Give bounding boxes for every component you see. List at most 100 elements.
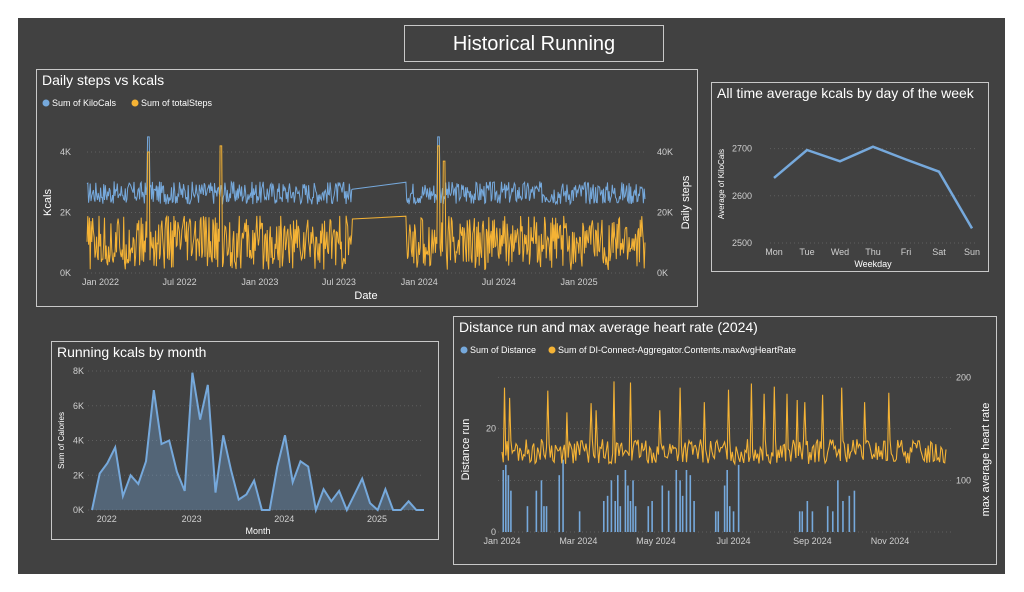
steps-kcals-plot: Sum of KiloCals Sum of totalSteps 0K 2K 4K 0K…	[42, 98, 692, 302]
x-tick-label: Mar 2024	[559, 536, 597, 546]
distance-bar	[545, 506, 548, 532]
distance-bar	[562, 459, 564, 532]
y-axis-title: Distance run	[460, 419, 472, 481]
distance-bar	[717, 511, 720, 532]
distance-bar	[510, 490, 512, 532]
y-axis-title: Sum of Calories	[57, 412, 66, 469]
x-axis-title: Weekday	[854, 259, 892, 269]
chart-kcals-by-month[interactable]: Running kcals by month 0K 2K 4K 6K 8K 2022 202…	[51, 341, 439, 540]
x-tick-label: Jan 2025	[561, 277, 598, 287]
series-area-calories	[92, 372, 424, 510]
distance-bar	[714, 511, 717, 532]
chart-title: Running kcals by month	[57, 344, 207, 360]
distance-bar	[614, 501, 617, 532]
y2-axis-title: max average heart rate	[980, 403, 992, 517]
distance-bar	[505, 464, 507, 532]
legend-label: Sum of DI-Connect-Aggregator.Contents.ma…	[558, 345, 796, 355]
distance-bar	[502, 470, 505, 532]
y-tick-label: 4K	[73, 436, 84, 446]
y2-tick-label: 40K	[657, 147, 673, 157]
distance-bar	[661, 485, 664, 532]
chart-title: Distance run and max average heart rate …	[459, 319, 758, 335]
x-tick-label: Jul 2024	[717, 536, 751, 546]
x-tick-label: Fri	[901, 247, 912, 257]
y-tick-label: 2600	[732, 191, 752, 201]
y2-tick-label: 0K	[657, 268, 668, 278]
legend-label: Sum of KiloCals	[52, 98, 117, 108]
distance-bar	[647, 506, 650, 532]
chart-distance-heart-rate[interactable]: Distance run and max average heart rate …	[453, 316, 997, 565]
y-tick-label: 8K	[73, 366, 84, 376]
x-tick-label: Jan 2022	[82, 277, 119, 287]
legend-label: Sum of Distance	[470, 345, 536, 355]
weekday-kcals-plot: 2500 2600 2700 Mon Tue Wed Thu Fri Sat Sun Weekday…	[717, 144, 980, 269]
y2-tick-label: 200	[956, 372, 971, 382]
x-tick-label: May 2024	[636, 536, 676, 546]
legend-label: Sum of totalSteps	[141, 98, 213, 108]
x-tick-label: 2024	[274, 514, 294, 524]
distance-hr-plot: Sum of Distance Sum of DI-Connect-Aggrega…	[460, 345, 992, 546]
x-tick-label: Mon	[765, 247, 783, 257]
chart-weekday-kcals[interactable]: All time average kcals by day of the wee…	[711, 82, 989, 272]
distance-bar	[848, 495, 851, 532]
distance-bar	[689, 475, 692, 532]
y2-tick-label: 100	[956, 475, 971, 485]
distance-bar	[627, 485, 629, 532]
distance-bar	[837, 480, 839, 532]
x-tick-label: Jan 2024	[483, 536, 520, 546]
series-line-average-kilocals	[773, 145, 974, 230]
legend-marker	[42, 99, 50, 107]
distance-bar	[667, 490, 670, 532]
distance-bar	[798, 511, 801, 532]
distance-bar	[610, 480, 613, 532]
x-tick-label: Sat	[932, 247, 946, 257]
distance-bar	[634, 506, 637, 532]
y-axis-title: Average of KiloCals	[717, 149, 726, 219]
distance-bar	[732, 511, 735, 532]
distance-bar	[842, 501, 844, 532]
kcals-month-plot: 0K 2K 4K 6K 8K 2022 2023 2024 2025 Month Sum of Ca…	[57, 366, 424, 536]
x-tick-label: 2023	[182, 514, 202, 524]
distance-bar	[507, 475, 510, 532]
distance-bar	[558, 475, 561, 532]
y2-tick-label: 20K	[657, 208, 673, 218]
chart-steps-vs-kcals[interactable]: Daily steps vs kcals Sum of KiloCals Sum …	[36, 69, 698, 307]
y-tick-label: 0	[491, 527, 496, 537]
series-line-calories	[91, 372, 424, 514]
x-tick-label: Wed	[831, 247, 849, 257]
distance-bar	[728, 506, 731, 532]
distance-bar	[629, 501, 632, 532]
x-tick-label: Tue	[799, 247, 814, 257]
distance-bar	[578, 511, 581, 532]
x-tick-label: Sun	[964, 247, 980, 257]
distance-bar	[526, 506, 529, 532]
distance-bar	[826, 506, 829, 532]
distance-bar	[619, 506, 622, 532]
distance-bar	[693, 501, 695, 532]
y2-axis-title: Daily steps	[680, 175, 692, 229]
x-tick-label: 2025	[367, 514, 387, 524]
page-title: Historical Running	[404, 25, 664, 62]
y-axis-title: Kcals	[42, 189, 54, 216]
distance-bar	[540, 480, 543, 532]
y-tick-label: 2K	[60, 208, 71, 218]
distance-bar	[681, 495, 684, 532]
distance-bar	[685, 470, 688, 532]
y-tick-label: 20	[486, 424, 496, 434]
distance-bar	[675, 470, 678, 532]
distance-bar	[616, 475, 619, 532]
x-axis-title: Month	[245, 526, 270, 536]
x-tick-label: 2022	[97, 514, 117, 524]
legend-marker	[460, 346, 468, 354]
distance-bar	[737, 464, 740, 532]
distance-bar	[679, 480, 681, 532]
distance-bar	[602, 501, 605, 532]
y-tick-label: 4K	[60, 147, 71, 157]
x-tick-label: Jul 2023	[322, 277, 356, 287]
y-tick-label: 0K	[73, 505, 84, 515]
x-tick-label: Jan 2024	[401, 277, 438, 287]
y-tick-label: 6K	[73, 401, 84, 411]
legend-marker	[548, 346, 556, 354]
x-tick-label: Jul 2024	[482, 277, 516, 287]
series-line-kilocals	[86, 136, 646, 206]
